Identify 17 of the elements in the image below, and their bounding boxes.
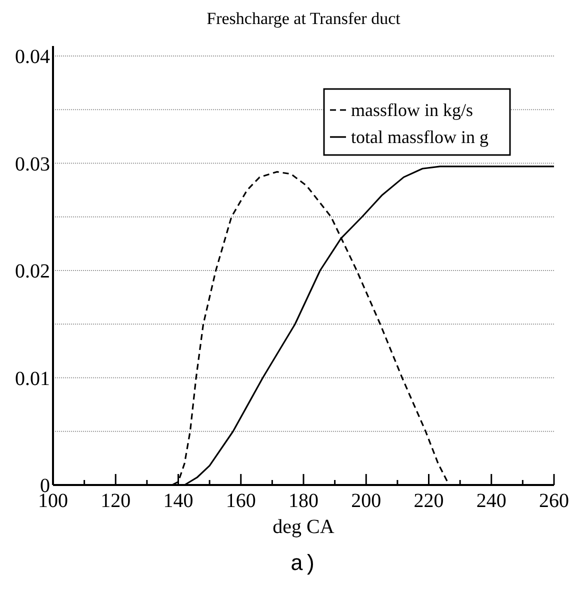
x-tick-label: 160 — [226, 490, 256, 512]
x-tick-label: 240 — [476, 490, 506, 512]
x-tick-label: 200 — [351, 490, 382, 512]
x-tick-label: 220 — [414, 490, 444, 512]
y-tick-label: 0.01 — [15, 368, 50, 390]
y-tick-label: 0.03 — [15, 153, 50, 176]
x-tick-label: 140 — [163, 490, 194, 512]
legend-label: massflow in kg/s — [351, 100, 474, 120]
chart-title: Freshcharge at Transfer duct — [206, 9, 401, 28]
text: a) — [290, 552, 317, 577]
y-tick-label: 0.04 — [15, 46, 50, 68]
x-tick-label: 120 — [100, 490, 131, 512]
legend-label: total massflow in g — [351, 127, 488, 147]
x-tick-label: 260 — [539, 490, 569, 512]
x-tick-label: 180 — [288, 490, 318, 512]
x-axis-title: deg CA — [272, 516, 335, 538]
y-tick-label: 0.02 — [15, 260, 50, 282]
